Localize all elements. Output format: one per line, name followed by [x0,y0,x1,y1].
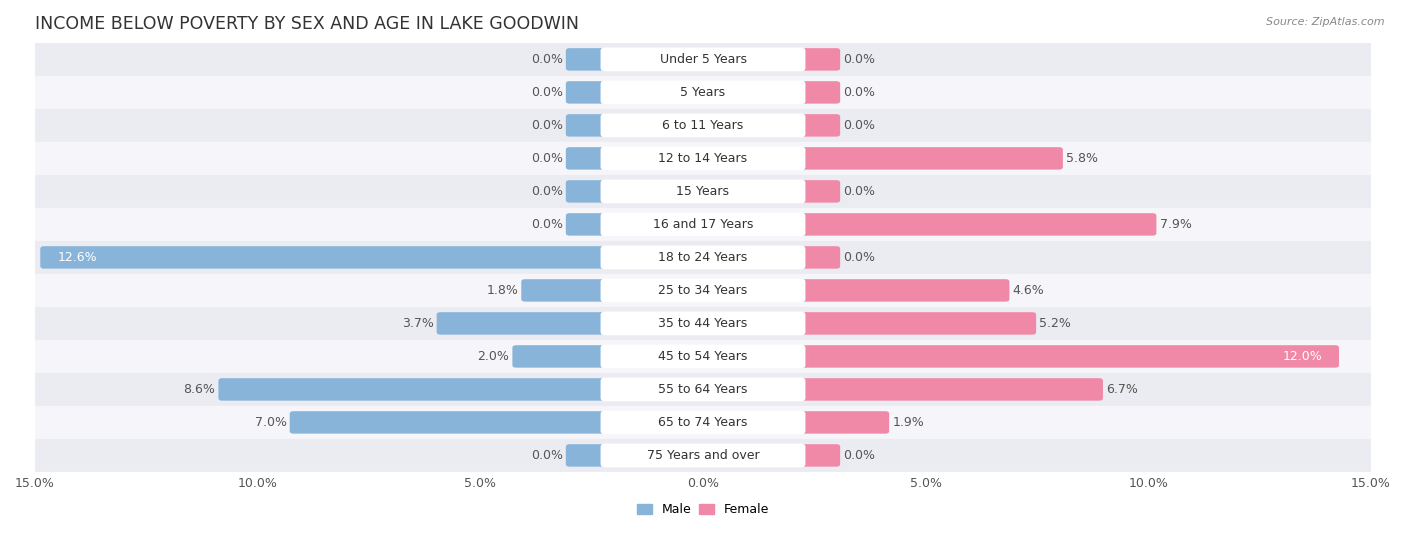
FancyBboxPatch shape [600,113,806,138]
FancyBboxPatch shape [522,279,609,302]
Text: 0.0%: 0.0% [844,449,876,462]
FancyBboxPatch shape [35,406,1371,439]
Text: 0.0%: 0.0% [844,86,876,99]
FancyBboxPatch shape [600,377,806,401]
FancyBboxPatch shape [565,180,609,202]
FancyBboxPatch shape [600,344,806,368]
FancyBboxPatch shape [565,444,609,467]
FancyBboxPatch shape [797,81,841,103]
Text: 0.0%: 0.0% [530,218,562,231]
FancyBboxPatch shape [565,147,609,169]
FancyBboxPatch shape [797,48,841,70]
Text: 12.0%: 12.0% [1282,350,1322,363]
FancyBboxPatch shape [797,312,1036,335]
Text: 0.0%: 0.0% [530,86,562,99]
FancyBboxPatch shape [565,81,609,103]
FancyBboxPatch shape [35,175,1371,208]
FancyBboxPatch shape [290,411,609,434]
FancyBboxPatch shape [600,179,806,203]
Text: 2.0%: 2.0% [478,350,509,363]
FancyBboxPatch shape [35,76,1371,109]
FancyBboxPatch shape [797,147,1063,169]
Text: 25 to 34 Years: 25 to 34 Years [658,284,748,297]
FancyBboxPatch shape [600,443,806,467]
FancyBboxPatch shape [35,142,1371,175]
FancyBboxPatch shape [512,345,609,368]
FancyBboxPatch shape [797,279,1010,302]
Text: 5.8%: 5.8% [1066,152,1098,165]
FancyBboxPatch shape [35,241,1371,274]
Text: 7.9%: 7.9% [1160,218,1191,231]
Text: 1.8%: 1.8% [486,284,519,297]
FancyBboxPatch shape [218,378,609,401]
Text: INCOME BELOW POVERTY BY SEX AND AGE IN LAKE GOODWIN: INCOME BELOW POVERTY BY SEX AND AGE IN L… [35,15,579,33]
FancyBboxPatch shape [600,311,806,335]
FancyBboxPatch shape [600,146,806,170]
Text: 18 to 24 Years: 18 to 24 Years [658,251,748,264]
FancyBboxPatch shape [797,180,841,202]
FancyBboxPatch shape [797,114,841,136]
Text: 45 to 54 Years: 45 to 54 Years [658,350,748,363]
Text: 0.0%: 0.0% [844,251,876,264]
Text: 6.7%: 6.7% [1107,383,1137,396]
Text: 4.6%: 4.6% [1012,284,1045,297]
FancyBboxPatch shape [41,246,609,269]
Text: 0.0%: 0.0% [844,185,876,198]
FancyBboxPatch shape [797,444,841,467]
FancyBboxPatch shape [600,212,806,236]
FancyBboxPatch shape [797,246,841,269]
FancyBboxPatch shape [35,439,1371,472]
FancyBboxPatch shape [797,345,1339,368]
Text: Under 5 Years: Under 5 Years [659,53,747,66]
FancyBboxPatch shape [35,109,1371,142]
FancyBboxPatch shape [797,411,889,434]
Text: 0.0%: 0.0% [530,449,562,462]
Text: 5.2%: 5.2% [1039,317,1071,330]
Text: 5 Years: 5 Years [681,86,725,99]
Text: 75 Years and over: 75 Years and over [647,449,759,462]
Text: 16 and 17 Years: 16 and 17 Years [652,218,754,231]
Text: 8.6%: 8.6% [183,383,215,396]
Text: 1.9%: 1.9% [893,416,924,429]
FancyBboxPatch shape [600,278,806,302]
FancyBboxPatch shape [437,312,609,335]
FancyBboxPatch shape [797,213,1156,236]
Text: 3.7%: 3.7% [402,317,433,330]
FancyBboxPatch shape [600,410,806,434]
Text: 0.0%: 0.0% [530,53,562,66]
Text: 0.0%: 0.0% [530,119,562,132]
Text: 15 Years: 15 Years [676,185,730,198]
Text: 6 to 11 Years: 6 to 11 Years [662,119,744,132]
FancyBboxPatch shape [600,48,806,71]
FancyBboxPatch shape [35,208,1371,241]
Text: 12.6%: 12.6% [58,251,97,264]
Text: 55 to 64 Years: 55 to 64 Years [658,383,748,396]
Text: 12 to 14 Years: 12 to 14 Years [658,152,748,165]
FancyBboxPatch shape [565,114,609,136]
FancyBboxPatch shape [35,373,1371,406]
FancyBboxPatch shape [35,43,1371,76]
FancyBboxPatch shape [35,274,1371,307]
FancyBboxPatch shape [565,213,609,236]
Text: 35 to 44 Years: 35 to 44 Years [658,317,748,330]
Text: Source: ZipAtlas.com: Source: ZipAtlas.com [1267,17,1385,27]
FancyBboxPatch shape [35,340,1371,373]
FancyBboxPatch shape [35,307,1371,340]
Legend: Male, Female: Male, Female [631,499,775,522]
Text: 0.0%: 0.0% [844,53,876,66]
FancyBboxPatch shape [600,80,806,105]
FancyBboxPatch shape [565,48,609,70]
Text: 0.0%: 0.0% [530,185,562,198]
FancyBboxPatch shape [797,378,1102,401]
FancyBboxPatch shape [600,245,806,269]
Text: 0.0%: 0.0% [844,119,876,132]
Text: 7.0%: 7.0% [254,416,287,429]
Text: 65 to 74 Years: 65 to 74 Years [658,416,748,429]
Text: 0.0%: 0.0% [530,152,562,165]
